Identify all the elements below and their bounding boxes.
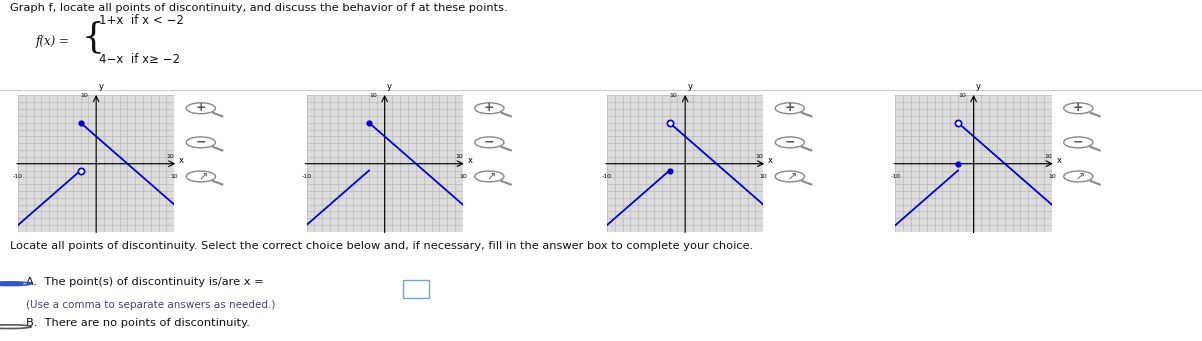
- Text: -10: -10: [13, 174, 23, 179]
- Text: (Use a comma to separate answers as needed.): (Use a comma to separate answers as need…: [26, 300, 275, 310]
- Text: -10: -10: [302, 174, 311, 179]
- Text: 10: 10: [81, 93, 89, 98]
- Text: 10: 10: [456, 154, 463, 159]
- Text: 10: 10: [167, 154, 174, 159]
- Text: Graph f, locate all points of discontinuity, and discuss the behavior of f at th: Graph f, locate all points of discontinu…: [10, 3, 507, 13]
- Text: 10: 10: [756, 154, 763, 159]
- Text: ↗: ↗: [198, 172, 208, 182]
- Text: y: y: [387, 83, 392, 91]
- Text: +: +: [196, 101, 207, 114]
- Text: y: y: [99, 83, 103, 91]
- Text: +: +: [1073, 101, 1084, 114]
- Text: 10: 10: [958, 93, 966, 98]
- Text: 1+x  if x < −2: 1+x if x < −2: [99, 14, 184, 27]
- Text: 10: 10: [171, 174, 178, 179]
- Text: 10: 10: [1045, 154, 1052, 159]
- Text: ↗: ↗: [487, 172, 496, 182]
- Text: 10: 10: [369, 93, 377, 98]
- Text: B.  There are no points of discontinuity.: B. There are no points of discontinuity.: [26, 318, 250, 328]
- Text: x: x: [768, 157, 773, 165]
- Text: +: +: [785, 101, 796, 114]
- Text: y: y: [976, 83, 981, 91]
- Text: -10: -10: [602, 174, 612, 179]
- Text: x: x: [468, 157, 472, 165]
- Text: −: −: [1073, 135, 1083, 148]
- Text: -10: -10: [891, 174, 900, 179]
- Text: −: −: [484, 135, 494, 148]
- Text: 10: 10: [459, 174, 466, 179]
- Text: ↗: ↗: [1076, 172, 1085, 182]
- Text: 10: 10: [670, 93, 678, 98]
- Text: ↗: ↗: [787, 172, 797, 182]
- Text: A.  The point(s) of discontinuity is/are x =: A. The point(s) of discontinuity is/are …: [26, 277, 264, 286]
- Text: Locate all points of discontinuity. Select the correct choice below and, if nece: Locate all points of discontinuity. Sele…: [10, 241, 752, 251]
- Text: +: +: [484, 101, 495, 114]
- Text: 10: 10: [1048, 174, 1055, 179]
- Text: {: {: [82, 20, 105, 54]
- Text: 10: 10: [760, 174, 767, 179]
- Text: x: x: [179, 157, 184, 165]
- Text: −: −: [785, 135, 795, 148]
- Circle shape: [0, 283, 23, 285]
- Text: 4−x  if x≥ −2: 4−x if x≥ −2: [99, 53, 179, 66]
- Text: f(x) =: f(x) =: [36, 35, 70, 48]
- Text: y: y: [688, 83, 692, 91]
- FancyBboxPatch shape: [403, 280, 429, 298]
- Text: x: x: [1057, 157, 1061, 165]
- Text: −: −: [196, 135, 206, 148]
